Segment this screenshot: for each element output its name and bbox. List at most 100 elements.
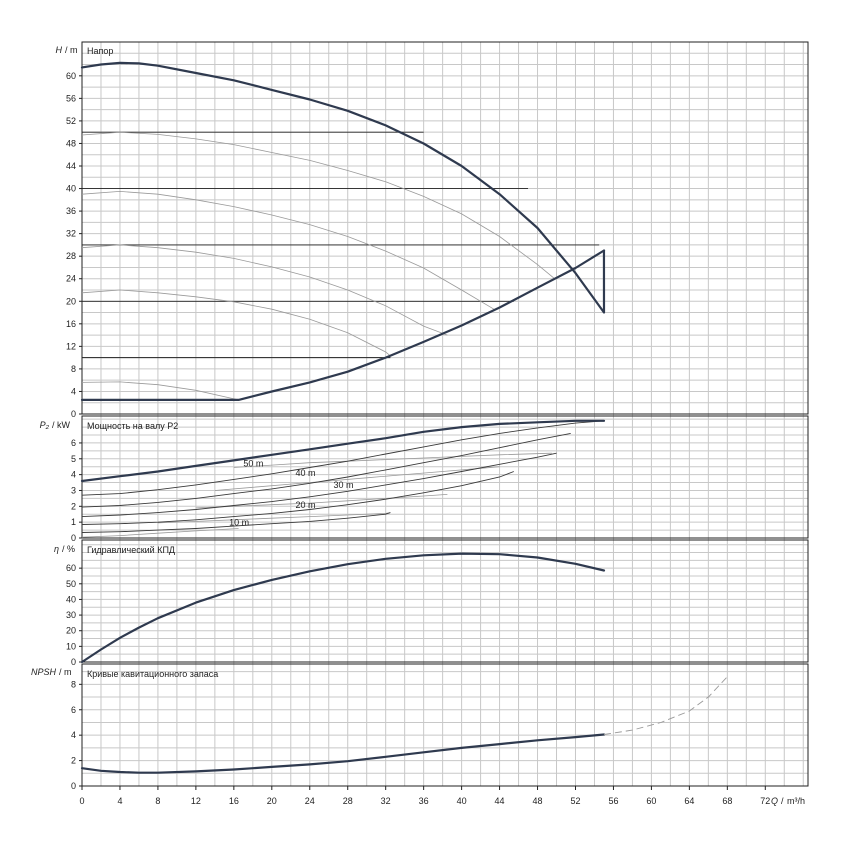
power-curve-label: 50 m [243,459,263,469]
power-axis-slash: / [52,420,55,430]
x-tick-label: 16 [229,796,239,806]
x-tick-label: 12 [191,796,201,806]
head-axis-unit: m [70,45,78,55]
y-tick-label: 2 [71,501,76,511]
y-tick-label: 36 [66,206,76,216]
efficiency-panel-title: Гидравлический КПД [87,545,175,555]
efficiency-axis-unit: % [67,544,75,554]
y-tick-label: 2 [71,756,76,766]
npsh-curve [80,733,606,774]
x-tick-label: 64 [684,796,694,806]
y-tick-label: 12 [66,341,76,351]
y-tick-label: 40 [66,184,76,194]
power-axis-unit: kW [57,420,71,430]
head-axis-slash: / [65,45,68,55]
x-tick-label: 72 [760,796,770,806]
curves-layer [80,61,728,774]
labels-layer: 0481216202428323640444852566001234560102… [66,71,770,806]
head-panel-title: Напор [87,46,113,56]
y-tick-label: 4 [71,386,76,396]
power-light-curve [81,528,239,538]
x-tick-label: 32 [381,796,391,806]
y-tick-label: 52 [66,116,76,126]
y-tick-label: 24 [66,274,76,284]
y-tick-label: 16 [66,319,76,329]
npsh-axis-unit: m [64,667,72,677]
y-tick-label: 6 [71,705,76,715]
head-speed-curve [81,381,239,401]
y-tick-label: 28 [66,251,76,261]
x-tick-label: 0 [79,796,84,806]
x-tick-label: 8 [155,796,160,806]
power-curve-label: 10 m [229,517,249,527]
x-tick-label: 56 [608,796,618,806]
y-tick-label: 4 [71,730,76,740]
efficiency-curve [80,552,606,664]
x-tick-label: 60 [646,796,656,806]
power-light-curve [195,494,448,509]
x-tick-label: 28 [343,796,353,806]
y-tick-label: 5 [71,454,76,464]
head-min-curve [80,249,606,401]
y-tick-label: 48 [66,138,76,148]
power-curve [81,512,391,533]
power-light-curve [214,466,500,491]
power-axis-symbol: P₂ [40,420,50,430]
y-tick-label: 3 [71,485,76,495]
head-speed-curve [81,244,448,336]
y-tick-label: 60 [66,71,76,81]
power-light-curve [157,512,391,524]
grid-layer [79,41,809,790]
y-tick-label: 30 [66,610,76,620]
y-tick-label: 20 [66,626,76,636]
y-tick-label: 1 [71,517,76,527]
y-tick-label: 20 [66,296,76,306]
power-panel-title: Мощность на валу P2 [87,421,178,431]
npsh-panel-title: Кривые кавитационного запаса [87,669,218,679]
y-tick-label: 60 [66,563,76,573]
y-tick-label: 32 [66,229,76,239]
y-tick-label: 8 [71,364,76,374]
y-tick-label: 44 [66,161,76,171]
panel-frame [81,41,809,415]
x-tick-label: 40 [457,796,467,806]
y-tick-label: 0 [71,781,76,791]
head-axis-symbol: H [56,45,63,55]
efficiency-axis-symbol: η [54,544,59,554]
y-tick-label: 0 [71,533,76,543]
power-curve [81,471,514,525]
y-tick-label: 0 [71,409,76,419]
power-curve-label: 20 m [296,500,316,510]
power-curve [81,452,557,518]
head-max-curve [80,61,606,314]
x-axis-symbol: Q [771,796,778,806]
y-tick-label: 0 [71,657,76,667]
x-tick-label: 44 [495,796,505,806]
panel-frame [81,415,809,539]
head-speed-curve [81,190,496,311]
x-tick-label: 24 [305,796,315,806]
power-curve [81,420,605,496]
head-speed-curve [81,131,555,280]
x-axis-unit: m³/h [787,796,805,806]
x-tick-label: 48 [533,796,543,806]
x-tick-label: 20 [267,796,277,806]
y-tick-label: 40 [66,594,76,604]
y-tick-label: 10 [66,641,76,651]
x-axis-slash: / [781,796,784,806]
x-tick-label: 68 [722,796,732,806]
power-curve-label: 40 m [296,468,316,478]
panel-frame [81,663,809,787]
npsh-axis-symbol: NPSH [31,667,57,677]
power-curve [81,432,571,508]
panel-frame [81,539,809,663]
power-max-curve [80,419,606,483]
y-tick-label: 50 [66,579,76,589]
x-tick-label: 4 [117,796,122,806]
npsh-extension-curve [603,676,728,735]
npsh-axis-slash: / [59,667,62,677]
y-tick-label: 56 [66,93,76,103]
x-tick-label: 52 [570,796,580,806]
y-tick-label: 8 [71,679,76,689]
